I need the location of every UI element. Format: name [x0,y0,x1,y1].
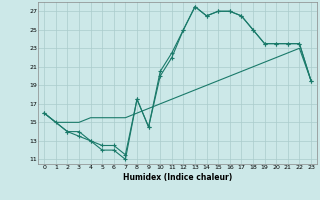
X-axis label: Humidex (Indice chaleur): Humidex (Indice chaleur) [123,173,232,182]
